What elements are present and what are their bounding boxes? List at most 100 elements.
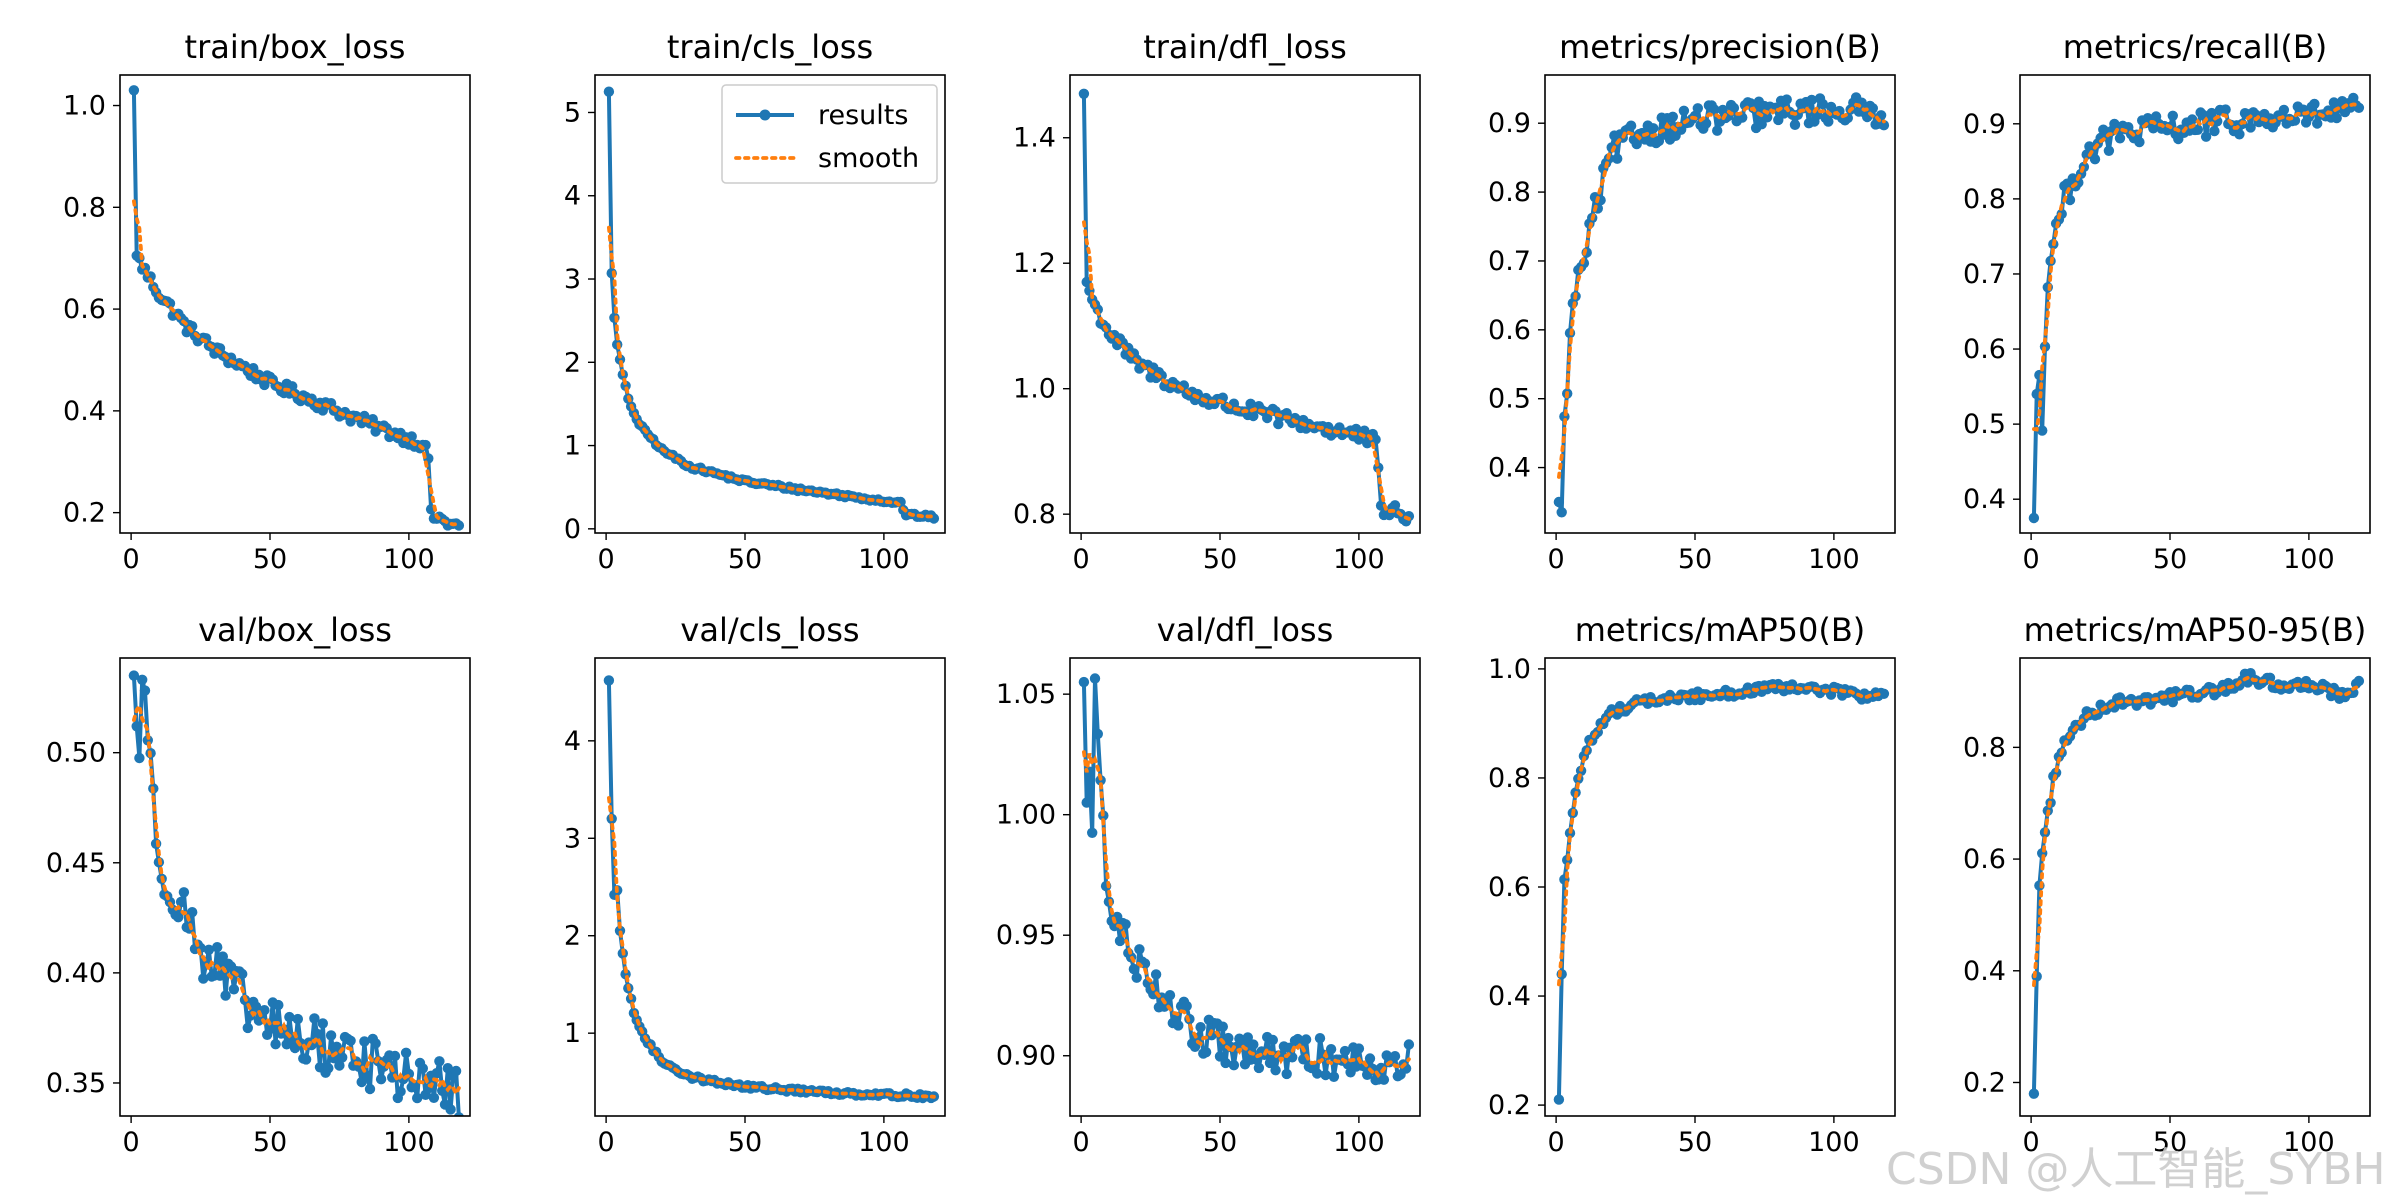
results-point	[1200, 1047, 1212, 1058]
results-point	[128, 85, 140, 96]
results-point	[1120, 919, 1131, 930]
x-tick-label: 50	[2153, 1127, 2187, 1158]
x-tick-label: 100	[1333, 544, 1385, 575]
smooth-line	[1082, 220, 1411, 521]
results-point	[237, 968, 248, 980]
results-point	[1678, 105, 1690, 117]
plot-area	[2028, 668, 2365, 1099]
results-point	[603, 675, 615, 686]
results-point	[292, 1013, 303, 1025]
axes-frame	[119, 74, 471, 534]
results-point	[2134, 136, 2145, 148]
results-point	[1264, 1057, 1276, 1069]
x-tick-label: 100	[1808, 544, 1860, 575]
results-point	[1242, 1032, 1254, 1043]
y-tick-label: 0.9	[1963, 109, 2006, 140]
results-point	[417, 1063, 428, 1074]
watermark: CSDN @人工智能_SYBH	[1886, 1144, 2386, 1195]
x-tick-label: 0	[2023, 1127, 2040, 1158]
results-point	[1631, 138, 1642, 150]
results-line	[2031, 671, 2361, 1094]
results-point	[2114, 133, 2126, 144]
y-tick-label: 1.4	[1013, 123, 1056, 154]
results-point	[2089, 154, 2101, 165]
results-point	[264, 1023, 276, 1035]
results-point	[1781, 94, 1792, 105]
y-tick-label: 0.90	[996, 1041, 1056, 1072]
results-point	[128, 670, 140, 681]
results-point	[2167, 110, 2178, 122]
results-point	[1078, 88, 1090, 100]
results-point	[2264, 672, 2276, 683]
smooth-line	[132, 199, 461, 527]
results-point	[409, 1079, 420, 1091]
y-tick-label: 3	[564, 264, 581, 295]
results-point	[1270, 1065, 1281, 1076]
y-tick-label: 0.6	[1488, 872, 1531, 903]
y-tick-label: 0.8	[63, 192, 106, 223]
results-point	[323, 1063, 334, 1074]
y-tick-label: 1.0	[1488, 654, 1531, 685]
results-point	[431, 1068, 442, 1079]
results-point	[1648, 123, 1659, 134]
y-tick-label: 0.45	[46, 848, 106, 879]
y-tick-label: 2	[564, 347, 581, 378]
results-point	[217, 951, 228, 962]
results-point	[345, 1035, 356, 1047]
smooth-line	[2032, 675, 2361, 988]
y-tick-label: 0.5	[1963, 409, 2006, 440]
y-tick-label: 4	[564, 726, 581, 757]
plot-area	[1553, 678, 1890, 1105]
y-tick-label: 0.2	[1963, 1067, 2006, 1098]
legend-smooth-label: smooth	[818, 143, 919, 174]
results-point	[309, 1013, 320, 1024]
smooth-line	[1082, 750, 1411, 1079]
x-tick-label: 0	[2023, 544, 2040, 575]
x-tick-label: 100	[383, 544, 435, 575]
results-point	[1709, 104, 1720, 115]
results-point	[2028, 1088, 2040, 1099]
x-tick-label: 0	[1548, 544, 1565, 575]
results-point	[259, 379, 270, 391]
results-point	[273, 999, 284, 1011]
legend-results-marker	[759, 109, 771, 121]
axes-frame	[594, 657, 946, 1117]
y-tick-label: 1.0	[1013, 374, 1056, 405]
subplot-9: metrics/mAP50(B) 0 50 100 0.2 0.4 0.6 0.8 1.0	[1488, 611, 1896, 1158]
results-point	[2209, 125, 2220, 137]
y-tick-label: 0.6	[1963, 844, 2006, 875]
results-point	[259, 1005, 270, 1016]
plot-area	[2028, 92, 2365, 524]
y-tick-label: 0.35	[46, 1068, 106, 1099]
results-point	[1612, 153, 1623, 164]
results-point	[1150, 969, 1162, 980]
results-line	[131, 90, 461, 528]
results-point	[2028, 512, 2040, 524]
subplot-8: val/dfl_loss 0 50 100 0.90 0.95 1.00 1.05	[996, 611, 1421, 1158]
subplot-title: val/dfl_loss	[1157, 611, 1334, 649]
results-point	[2309, 98, 2320, 110]
results-point	[137, 674, 148, 685]
y-tick-label: 0.7	[1488, 246, 1531, 277]
plot-area	[128, 85, 465, 531]
y-tick-label: 4	[564, 181, 581, 212]
results-point	[359, 1036, 370, 1047]
results-point	[1378, 1074, 1390, 1085]
results-point	[242, 1022, 253, 1034]
results-point	[450, 1065, 462, 1077]
subplot-title: metrics/mAP50(B)	[1575, 611, 1866, 649]
results-point	[2331, 112, 2342, 124]
x-tick-label: 0	[123, 544, 140, 575]
results-point	[2192, 124, 2203, 135]
results-point	[1553, 496, 1565, 508]
results-point	[1667, 111, 1679, 123]
plot-area	[128, 670, 464, 1116]
results-line	[1081, 93, 1411, 524]
results-point	[362, 1070, 373, 1082]
results-point	[1248, 410, 1259, 422]
x-tick-label: 0	[598, 544, 615, 575]
y-tick-label: 0.8	[1963, 732, 2006, 763]
results-point	[1131, 972, 1142, 983]
results-point	[131, 721, 142, 732]
results-point	[1195, 1021, 1206, 1033]
